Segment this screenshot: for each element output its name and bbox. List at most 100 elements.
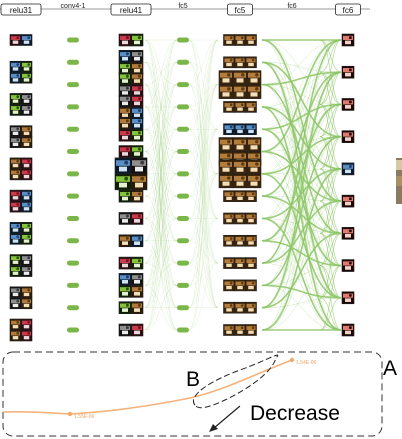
- feature-image[interactable]: [130, 116, 144, 130]
- column-tab-fc6b[interactable]: [335, 3, 361, 16]
- feature-image[interactable]: [9, 125, 22, 137]
- output-image[interactable]: [341, 162, 355, 176]
- feature-image[interactable]: [118, 128, 132, 142]
- feature-image[interactable]: [223, 212, 235, 225]
- feature-image[interactable]: [246, 137, 262, 152]
- feature-image[interactable]: [118, 189, 132, 203]
- feature-image[interactable]: [232, 159, 248, 175]
- feature-image[interactable]: [20, 222, 33, 234]
- column-tab-relu31[interactable]: [0, 3, 42, 16]
- feature-image[interactable]: [20, 157, 33, 170]
- output-image[interactable]: [341, 259, 355, 272]
- neuron-node[interactable]: [177, 260, 189, 266]
- feature-image[interactable]: [234, 56, 246, 69]
- feature-image[interactable]: [118, 50, 132, 63]
- feature-image[interactable]: [118, 285, 132, 298]
- feature-image[interactable]: [20, 200, 33, 213]
- feature-image[interactable]: [118, 106, 132, 120]
- feature-image[interactable]: [130, 94, 144, 108]
- feature-image[interactable]: [9, 222, 22, 234]
- neuron-node[interactable]: [67, 305, 79, 311]
- feature-image[interactable]: [9, 104, 22, 116]
- feature-image[interactable]: [234, 324, 246, 336]
- feature-image[interactable]: [20, 189, 33, 202]
- feature-image[interactable]: [9, 157, 22, 170]
- neuron-node[interactable]: [177, 282, 189, 288]
- output-image[interactable]: [341, 323, 355, 337]
- feature-image[interactable]: [245, 324, 257, 336]
- feature-image[interactable]: [9, 189, 22, 202]
- feature-image[interactable]: [130, 256, 144, 270]
- feature-image[interactable]: [20, 254, 33, 266]
- column-tab-fc5b[interactable]: [227, 3, 253, 16]
- output-image[interactable]: [341, 130, 355, 143]
- feature-image[interactable]: [246, 159, 262, 175]
- feature-image[interactable]: [245, 34, 257, 46]
- feature-image[interactable]: [20, 34, 33, 46]
- feature-image[interactable]: [130, 50, 144, 63]
- feature-image[interactable]: [130, 323, 144, 337]
- neuron-node[interactable]: [67, 59, 79, 65]
- feature-image[interactable]: [234, 257, 246, 269]
- neuron-node[interactable]: [177, 104, 189, 110]
- neuron-node[interactable]: [177, 238, 189, 244]
- neuron-node[interactable]: [177, 149, 189, 155]
- feature-image[interactable]: [9, 71, 22, 84]
- feature-image[interactable]: [218, 84, 234, 99]
- feature-image[interactable]: [234, 279, 246, 292]
- feature-image[interactable]: [223, 324, 235, 336]
- feature-image[interactable]: [245, 212, 257, 225]
- feature-image[interactable]: [246, 173, 262, 189]
- feature-image[interactable]: [246, 84, 262, 99]
- feature-image[interactable]: [20, 265, 33, 277]
- feature-image[interactable]: [245, 234, 257, 247]
- feature-image[interactable]: [118, 33, 132, 47]
- feature-image[interactable]: [114, 173, 132, 191]
- feature-image[interactable]: [223, 279, 235, 292]
- output-image[interactable]: [341, 194, 355, 208]
- feature-image[interactable]: [223, 34, 235, 46]
- feature-image[interactable]: [245, 190, 257, 202]
- feature-image[interactable]: [9, 329, 22, 342]
- feature-image[interactable]: [245, 56, 257, 69]
- feature-image[interactable]: [9, 168, 22, 181]
- feature-image[interactable]: [114, 157, 132, 175]
- feature-image[interactable]: [130, 285, 144, 298]
- feature-image[interactable]: [245, 101, 257, 113]
- output-image[interactable]: [341, 98, 355, 111]
- neuron-node[interactable]: [177, 215, 189, 221]
- neuron-node[interactable]: [177, 171, 189, 177]
- feature-image[interactable]: [245, 257, 257, 269]
- feature-image[interactable]: [20, 233, 33, 245]
- feature-image[interactable]: [20, 286, 33, 299]
- feature-image[interactable]: [118, 84, 132, 97]
- feature-image[interactable]: [130, 157, 148, 175]
- neuron-node[interactable]: [177, 37, 189, 43]
- feature-image[interactable]: [20, 60, 33, 73]
- output-image[interactable]: [341, 33, 355, 47]
- feature-image[interactable]: [9, 265, 22, 277]
- feature-image[interactable]: [234, 123, 246, 136]
- feature-image[interactable]: [245, 301, 257, 314]
- feature-image[interactable]: [223, 101, 235, 113]
- feature-image[interactable]: [130, 301, 144, 314]
- neuron-node[interactable]: [67, 126, 79, 132]
- feature-image[interactable]: [9, 297, 22, 310]
- neuron-node[interactable]: [177, 126, 189, 132]
- feature-image[interactable]: [130, 72, 144, 85]
- feature-image[interactable]: [130, 106, 144, 120]
- neuron-node[interactable]: [177, 305, 189, 311]
- feature-image[interactable]: [130, 84, 144, 97]
- feature-image[interactable]: [218, 70, 234, 85]
- output-image[interactable]: [341, 227, 355, 240]
- feature-image[interactable]: [218, 159, 234, 175]
- feature-image[interactable]: [118, 256, 132, 270]
- feature-image[interactable]: [234, 234, 246, 247]
- feature-image[interactable]: [9, 318, 22, 331]
- feature-image[interactable]: [223, 234, 235, 247]
- neuron-node[interactable]: [177, 193, 189, 199]
- feature-image[interactable]: [130, 62, 144, 75]
- feature-image[interactable]: [9, 34, 22, 46]
- feature-image[interactable]: [9, 286, 22, 299]
- column-tab-relu41[interactable]: [110, 3, 152, 16]
